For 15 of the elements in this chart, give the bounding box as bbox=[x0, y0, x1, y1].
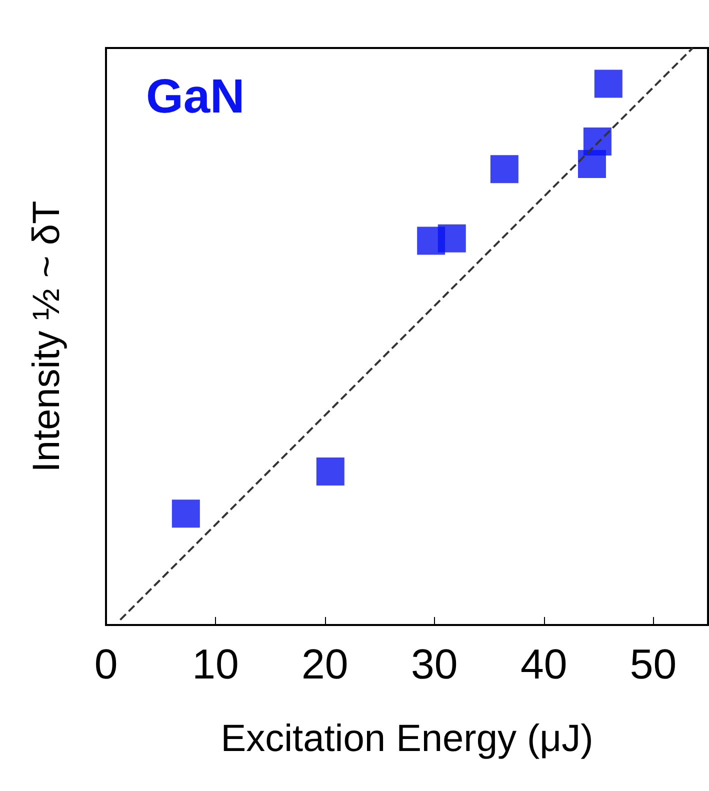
x-tick-label: 10 bbox=[192, 640, 239, 688]
annotation: GaN bbox=[146, 70, 245, 124]
point bbox=[316, 458, 344, 486]
point bbox=[172, 500, 200, 528]
point bbox=[583, 127, 612, 156]
x-tick-label: 30 bbox=[411, 640, 458, 688]
point bbox=[438, 224, 466, 252]
point bbox=[594, 70, 622, 98]
point bbox=[490, 155, 518, 184]
x-tick-label: 40 bbox=[520, 640, 568, 688]
x-axis-title: Excitation Energy (μJ) bbox=[220, 718, 594, 760]
x-tick-label: 0 bbox=[94, 640, 118, 688]
x-tick-label: 50 bbox=[630, 640, 677, 688]
y-axis-title: Intensity ½ ~ δT bbox=[26, 200, 68, 472]
x-tick-label: 20 bbox=[302, 640, 348, 688]
